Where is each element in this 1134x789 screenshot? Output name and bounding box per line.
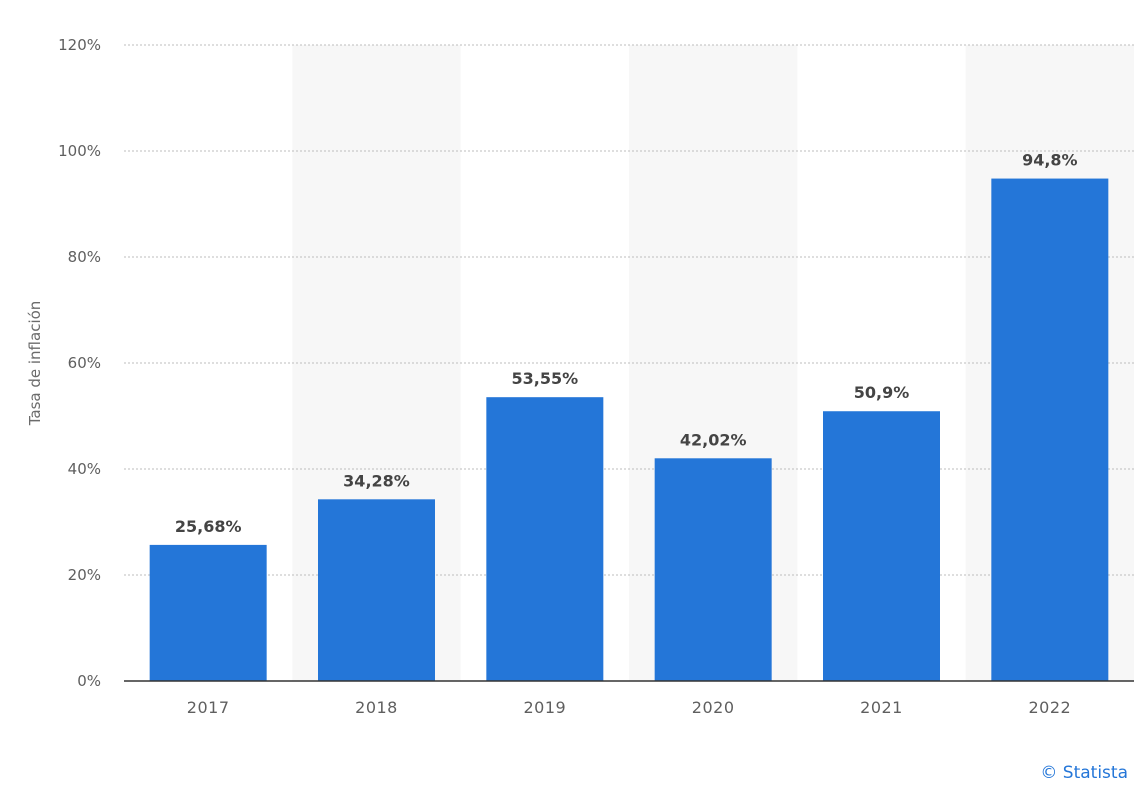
- y-tick-label-40: 40%: [68, 460, 101, 478]
- value-label-2022: 94,8%: [1022, 151, 1078, 170]
- y-tick-label-0: 0%: [77, 672, 101, 690]
- value-label-2020: 42,02%: [680, 430, 747, 449]
- y-tick-label-60: 60%: [68, 354, 101, 372]
- y-axis-title: Tasa de inflación: [26, 301, 44, 427]
- statista-credit[interactable]: © Statista: [1040, 763, 1128, 783]
- bar-2018[interactable]: [318, 499, 435, 681]
- x-tick-label-2021: 2021: [860, 698, 903, 717]
- x-tick-label-2020: 2020: [692, 698, 735, 717]
- bar-2021[interactable]: [823, 411, 940, 681]
- x-tick-label-2022: 2022: [1028, 698, 1071, 717]
- value-label-2021: 50,9%: [854, 383, 910, 402]
- x-tick-label-2017: 2017: [187, 698, 230, 717]
- y-tick-label-80: 80%: [68, 248, 101, 266]
- bar-2020[interactable]: [654, 458, 772, 681]
- bar-2019[interactable]: [486, 397, 604, 681]
- bar-2022[interactable]: [991, 178, 1109, 681]
- bar-2017[interactable]: [149, 544, 267, 681]
- value-label-2018: 34,28%: [343, 471, 410, 490]
- x-tick-label-2019: 2019: [523, 698, 566, 717]
- y-tick-label-120: 120%: [58, 36, 101, 54]
- value-label-2017: 25,68%: [175, 517, 242, 536]
- y-tick-label-100: 100%: [58, 142, 101, 160]
- x-tick-label-2018: 2018: [355, 698, 398, 717]
- y-tick-label-20: 20%: [68, 566, 101, 584]
- value-label-2019: 53,55%: [512, 369, 579, 388]
